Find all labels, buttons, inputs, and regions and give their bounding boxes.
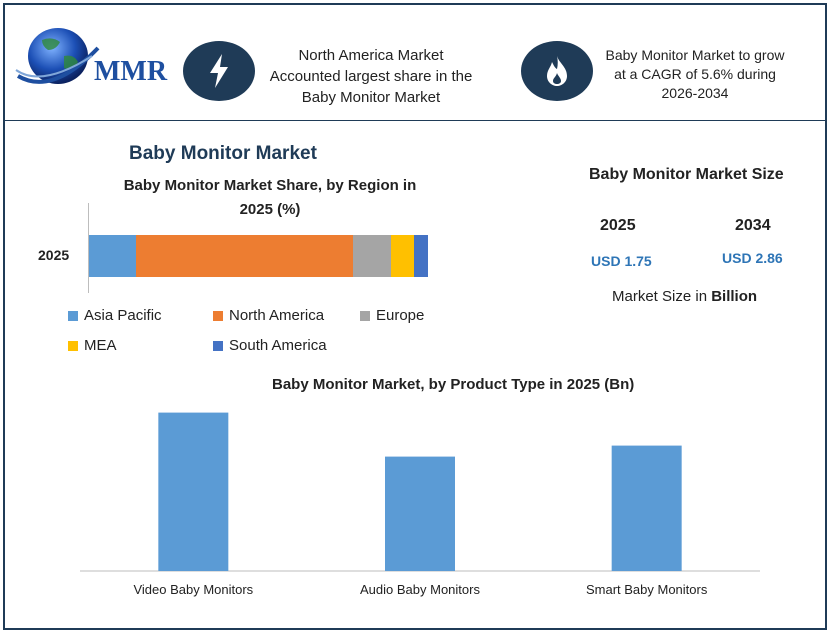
legend-label-europe: Europe xyxy=(376,307,425,324)
share-chart-title-line1: Baby Monitor Market Share, by Region in xyxy=(123,177,417,194)
stack-segment-north-america xyxy=(136,235,354,277)
legend-swatch-north-america xyxy=(213,310,223,321)
legend-label-north-america: North America xyxy=(229,307,325,324)
legend-swatch-south-america xyxy=(213,340,223,351)
legend-label-mea: MEA xyxy=(84,337,117,354)
highlight-north-america: North America Market Accounted largest s… xyxy=(255,45,487,108)
highlight1-line2: Accounted largest share in the xyxy=(269,68,473,85)
stack-segment-mea xyxy=(390,235,415,277)
share-chart-axis xyxy=(88,203,89,293)
page-frame xyxy=(3,3,827,630)
highlight2-line3: 2026-2034 xyxy=(661,85,729,101)
legend-label-asia-pacific: Asia Pacific xyxy=(84,307,162,324)
share-stacked-bar xyxy=(89,235,428,277)
page-title: Baby Monitor Market xyxy=(129,143,317,164)
stack-segment-europe xyxy=(353,235,391,277)
share-chart-category-label: 2025 xyxy=(38,247,70,263)
unit-note-bold: Billion xyxy=(711,288,758,305)
highlight1-line1: North America Market xyxy=(298,47,444,64)
stack-segment-south-america xyxy=(414,235,428,277)
product-bar-chart: Video Baby Monitors Audio Baby Monitors Sm… xyxy=(80,412,760,597)
product-tick-label: Smart Baby Monitors xyxy=(586,582,708,597)
market-size-unit-note: Market Size in Billion xyxy=(612,288,757,305)
market-size-title: Baby Monitor Market Size xyxy=(589,166,784,183)
lightning-icon xyxy=(210,54,228,88)
legend-mea: MEA xyxy=(68,337,117,354)
product-bar-video-baby-monitors xyxy=(158,412,229,571)
product-bar-audio-baby-monitors xyxy=(385,456,455,571)
highlight-cagr: Baby Monitor Market to grow at a CAGR of… xyxy=(600,46,790,103)
year-2025: 2025 xyxy=(600,217,636,234)
value-2034: USD 2.86 xyxy=(722,250,783,266)
highlight2-line2: at a CAGR of 5.6% during xyxy=(614,66,776,82)
product-chart-title: Baby Monitor Market, by Product Type in … xyxy=(272,376,635,393)
mmr-logo: MMR xyxy=(12,26,167,90)
legend-swatch-asia-pacific xyxy=(68,310,78,321)
product-tick-label: Audio Baby Monitors xyxy=(360,582,480,597)
lightning-icon-badge xyxy=(183,41,255,101)
value-2025: USD 1.75 xyxy=(591,253,652,269)
globe-icon xyxy=(15,28,100,84)
legend-label-south-america: South America xyxy=(229,337,327,354)
year-2034: 2034 xyxy=(735,217,771,234)
share-chart-title-line2: 2025 (%) xyxy=(239,201,301,218)
header-divider xyxy=(5,120,827,121)
stack-segment-asia-pacific xyxy=(89,235,137,277)
legend-swatch-mea xyxy=(68,340,78,351)
legend-south-america: South America xyxy=(213,337,327,354)
flame-icon-badge xyxy=(521,41,593,101)
highlight1-line3: Baby Monitor Market xyxy=(301,89,441,106)
legend-swatch-europe xyxy=(360,310,370,321)
highlight2-line1: Baby Monitor Market to grow xyxy=(605,47,785,63)
legend-north-america: North America xyxy=(213,307,324,324)
logo-text: MMR xyxy=(94,56,168,87)
product-bar-smart-baby-monitors xyxy=(611,445,682,571)
legend-europe: Europe xyxy=(360,307,424,324)
flame-icon xyxy=(547,56,567,86)
legend-asia-pacific: Asia Pacific xyxy=(68,307,162,324)
share-chart-title: Baby Monitor Market Share, by Region in … xyxy=(100,174,440,222)
unit-note-prefix: Market Size in xyxy=(612,288,712,305)
product-tick-label: Video Baby Monitors xyxy=(133,582,253,597)
